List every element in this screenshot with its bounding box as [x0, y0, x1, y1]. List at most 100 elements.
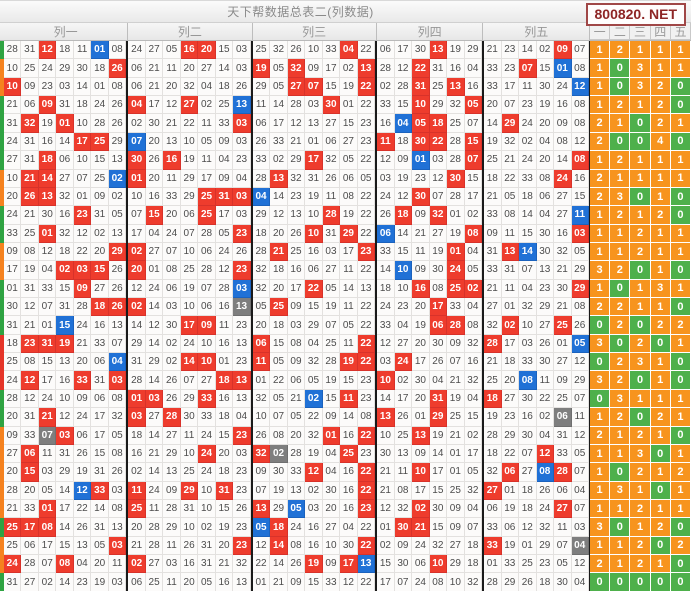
- red-ball-cell: 07: [519, 59, 537, 78]
- number-cell: 02: [163, 353, 181, 372]
- number-cell: 24: [536, 499, 555, 519]
- table-row: 10 09 23 03 14 01 08 06 21 20 32 04 18 26 29 05 27 07 15 19…: [0, 77, 691, 97]
- number-cell: 16: [180, 555, 199, 574]
- red-ball-cell: 15: [21, 463, 39, 482]
- number-cell: 26: [252, 132, 271, 152]
- red-ball-cell: 22: [357, 77, 376, 97]
- column-group-5: 18 22 33 08 24 16: [484, 169, 590, 188]
- number-cell: 19: [484, 408, 502, 427]
- count-cell: 2: [630, 224, 651, 243]
- red-ball-cell: 32: [21, 114, 39, 133]
- count-cell: 0: [630, 261, 651, 280]
- count-cell: 1: [650, 41, 671, 60]
- count-cell: 0: [650, 444, 671, 464]
- red-ball-cell: 33: [484, 536, 502, 556]
- red-ball-cell: 20: [198, 41, 216, 60]
- number-cell: 18: [73, 96, 92, 115]
- number-cell: 07: [571, 463, 589, 482]
- number-cell: 14: [519, 206, 537, 225]
- number-cell: 22: [305, 408, 323, 427]
- count-cell: 0: [670, 132, 691, 152]
- number-cell: 10: [377, 426, 395, 445]
- number-cell: 11: [163, 536, 181, 556]
- number-cell: 26: [377, 206, 395, 225]
- number-cell: 17: [464, 444, 483, 464]
- number-cell: 09: [484, 224, 502, 243]
- count-cell: 3: [590, 261, 611, 280]
- red-ball-cell: 02: [128, 298, 146, 317]
- column-group-2: 02 14 03 10 06 16 13: [128, 298, 253, 317]
- number-cell: 14: [394, 224, 413, 243]
- red-ball-cell: 19: [340, 353, 358, 372]
- number-cell: 11: [198, 151, 216, 170]
- count-cell: 3: [630, 59, 651, 78]
- blue-ball-cell: 07: [128, 132, 146, 152]
- number-cell: 21: [73, 334, 92, 354]
- number-cell: 07: [38, 298, 57, 317]
- number-cell: 31: [56, 96, 74, 115]
- number-cell: 23: [233, 463, 251, 482]
- number-area: 10 09 23 03 14 01 08 06 21 20 32 04 18 26 29 05 27 07 15 19…: [4, 77, 590, 97]
- number-cell: 31: [501, 261, 520, 280]
- watermark-badge[interactable]: 800820. NET: [585, 3, 686, 26]
- number-cell: 15: [322, 389, 341, 409]
- number-cell: 27: [91, 279, 109, 299]
- number-cell: 06: [91, 389, 109, 409]
- count-cell: 2: [650, 518, 671, 537]
- column-group-1: 33 25 01 32 12 02 13: [4, 224, 129, 243]
- count-cell: 2: [590, 555, 611, 574]
- number-cell: 08: [108, 444, 127, 464]
- count-cell: 1: [630, 389, 651, 409]
- number-cell: 11: [501, 224, 520, 243]
- number-cell: 17: [429, 463, 448, 482]
- count-cell: 1: [590, 96, 611, 115]
- number-cell: 16: [340, 499, 358, 519]
- red-ball-cell: 04: [340, 41, 358, 60]
- red-ball-cell: 08: [38, 518, 57, 537]
- number-cell: 24: [145, 481, 164, 500]
- number-cell: 01: [447, 444, 465, 464]
- number-cell: 14: [128, 316, 146, 335]
- number-cell: 11: [38, 444, 57, 464]
- count-cell: 1: [590, 151, 611, 170]
- number-cell: 32: [252, 261, 271, 280]
- number-cell: 24: [4, 371, 22, 390]
- count-cell: 0: [670, 261, 691, 280]
- number-cell: 24: [198, 463, 216, 482]
- column-header-row: 列一 列二 列三 列四 列五一二三四五: [0, 23, 691, 41]
- row-color-strip: [0, 224, 4, 243]
- count-cell: 1: [650, 242, 671, 262]
- number-cell: 21: [4, 499, 22, 519]
- number-cell: 31: [56, 298, 74, 317]
- number-cell: 12: [145, 316, 164, 335]
- number-cell: 11: [536, 371, 555, 390]
- column-group-2: 01 20 11 29 17 09 04: [128, 169, 253, 188]
- number-cell: 11: [394, 463, 413, 482]
- number-cell: 01: [377, 518, 395, 537]
- number-area: 09 08 12 18 22 20 29 02 27 07 10 06 24 26 28 21 25 16 03 17…: [4, 242, 590, 262]
- red-ball-cell: 31: [38, 334, 57, 354]
- column-group-1: 10 09 23 03 14 01 08: [4, 77, 129, 97]
- number-cell: 10: [73, 151, 92, 170]
- number-cell: 04: [464, 242, 483, 262]
- number-cell: 10: [394, 279, 413, 299]
- number-cell: 20: [163, 206, 181, 225]
- number-cell: 30: [180, 408, 199, 427]
- blue-ball-cell: 04: [108, 353, 127, 372]
- number-cell: 27: [145, 242, 164, 262]
- number-cell: 14: [270, 555, 288, 574]
- number-cell: 21: [447, 426, 465, 445]
- number-cell: 29: [571, 261, 589, 280]
- number-cell: 04: [38, 261, 57, 280]
- column-group-5: 18 27 30 22 25 07: [484, 389, 590, 409]
- count-cell: 1: [650, 353, 671, 372]
- number-cell: 32: [270, 41, 288, 60]
- red-ball-cell: 10: [429, 555, 448, 574]
- number-area: 24 28 07 08 04 20 11 02 27 03 16 31 21 32 22 14 26 19 09 17…: [4, 555, 590, 574]
- number-cell: 29: [56, 59, 74, 78]
- blue-ball-cell: 02: [108, 169, 127, 188]
- column-group-5: 33 19 01 29 07 04: [484, 536, 590, 556]
- red-ball-cell: 02: [464, 279, 483, 299]
